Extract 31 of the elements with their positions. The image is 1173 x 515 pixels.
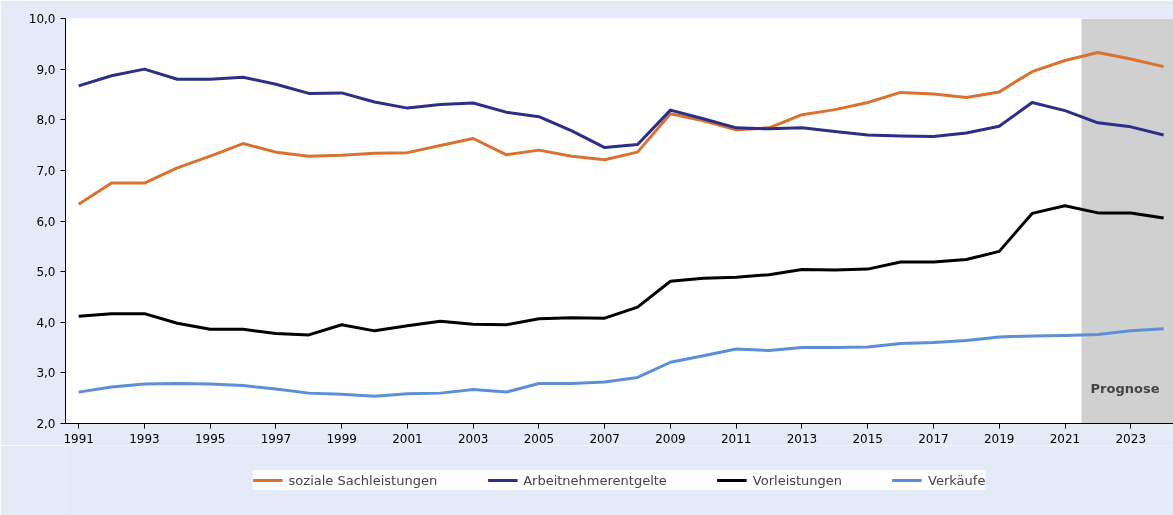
y-tick-label: 4,0 <box>36 315 56 330</box>
x-tick-label: 2011 <box>720 431 752 446</box>
x-tick-label: 1991 <box>63 431 94 446</box>
legend-label: Vorleistungen <box>752 472 843 488</box>
x-tick-label: 1999 <box>326 431 357 446</box>
x-tick-label: 2001 <box>392 431 423 446</box>
band-label: Prognose <box>1090 380 1160 396</box>
x-tick-label: 2023 <box>1115 431 1147 446</box>
x-tick-label: 2017 <box>918 431 949 446</box>
x-tick-label: 2007 <box>589 431 620 446</box>
y-tick-label: 7,0 <box>36 163 56 178</box>
x-tick-label: 2005 <box>523 431 555 446</box>
legend-label: Verkäufe <box>928 472 986 488</box>
y-tick-label: 9,0 <box>36 62 56 77</box>
x-tick-label: 2013 <box>786 431 818 446</box>
y-tick-label: 6,0 <box>36 214 56 229</box>
y-tick-label: 10,0 <box>28 12 56 26</box>
x-tick-label: 2009 <box>655 431 686 446</box>
y-tick-label: 8,0 <box>36 113 56 128</box>
y-tick-label: 5,0 <box>36 265 56 280</box>
x-tick-label: 1997 <box>260 431 292 446</box>
legend-label: Arbeitnehmerentgelte <box>523 472 667 488</box>
y-tick-label: 2,0 <box>36 417 56 431</box>
x-tick-label: 2015 <box>852 431 884 446</box>
x-tick-label: 2021 <box>1049 431 1081 446</box>
x-tick-label: 2003 <box>457 431 489 446</box>
y-tick-label: 3,0 <box>36 366 56 381</box>
x-tick-label: 2019 <box>983 431 1015 446</box>
x-tick-label: 1993 <box>129 431 160 446</box>
x-tick-label: 1995 <box>194 431 226 446</box>
legend-label: soziale Sachleistungen <box>288 472 438 488</box>
